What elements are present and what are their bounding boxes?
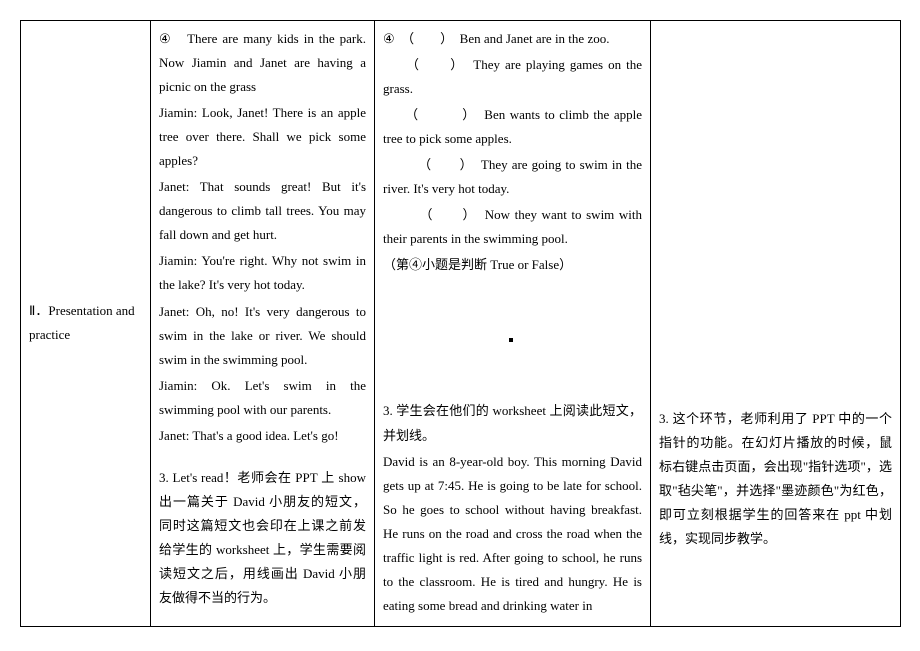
marker-dot-icon — [509, 338, 513, 342]
stage-cell: Ⅱ．Presentation and practice — [21, 21, 151, 627]
spacer — [659, 27, 892, 407]
text-block: David is an 8-year-old boy. This morning… — [383, 450, 642, 618]
spacer — [159, 450, 366, 464]
text-block: Janet: That sounds great! But it's dange… — [159, 175, 366, 247]
text-block: （ ） They are playing games on the grass. — [383, 53, 642, 101]
lesson-plan-table: Ⅱ．Presentation and practice ④ There are … — [20, 20, 901, 627]
text-block: 3. Let's read！老师会在 PPT 上 show 出一篇关于 Davi… — [159, 466, 366, 610]
table-row: Ⅱ．Presentation and practice ④ There are … — [21, 21, 901, 627]
text-block: 3. 学生会在他们的 worksheet 上阅读此短文，并划线。 — [383, 399, 642, 447]
text-block: Jiamin: You're right. Why not swim in th… — [159, 249, 366, 297]
text-block: Janet: Oh, no! It's very dangerous to sw… — [159, 300, 366, 372]
text-block: 3. 这个环节，老师利用了 PPT 中的一个指针的功能。在幻灯片播放的时候，鼠标… — [659, 407, 892, 551]
text-block: （ ） Ben wants to climb the apple tree to… — [383, 103, 642, 151]
student-activity-cell: ④ （ ） Ben and Janet are in the zoo. （ ） … — [375, 21, 651, 627]
text-block: （第④小题是判断 True or False） — [383, 253, 642, 277]
stage-label: Ⅱ．Presentation and practice — [29, 299, 142, 347]
text-block: ④ There are many kids in the park. Now J… — [159, 27, 366, 99]
notes-cell: 3. 这个环节，老师利用了 PPT 中的一个指针的功能。在幻灯片播放的时候，鼠标… — [651, 21, 901, 627]
lesson-plan-page: Ⅱ．Presentation and practice ④ There are … — [20, 20, 900, 627]
spacer — [383, 279, 642, 397]
text-block: ④ （ ） Ben and Janet are in the zoo. — [383, 27, 642, 51]
text-block: （ ） Now they want to swim with their par… — [383, 203, 642, 251]
text-block: Jiamin: Ok. Let's swim in the swimming p… — [159, 374, 366, 422]
teacher-activity-cell: ④ There are many kids in the park. Now J… — [151, 21, 375, 627]
text-block: Janet: That's a good idea. Let's go! — [159, 424, 366, 448]
text-block: （ ） They are going to swim in the river.… — [383, 153, 642, 201]
text-block: Jiamin: Look, Janet! There is an apple t… — [159, 101, 366, 173]
